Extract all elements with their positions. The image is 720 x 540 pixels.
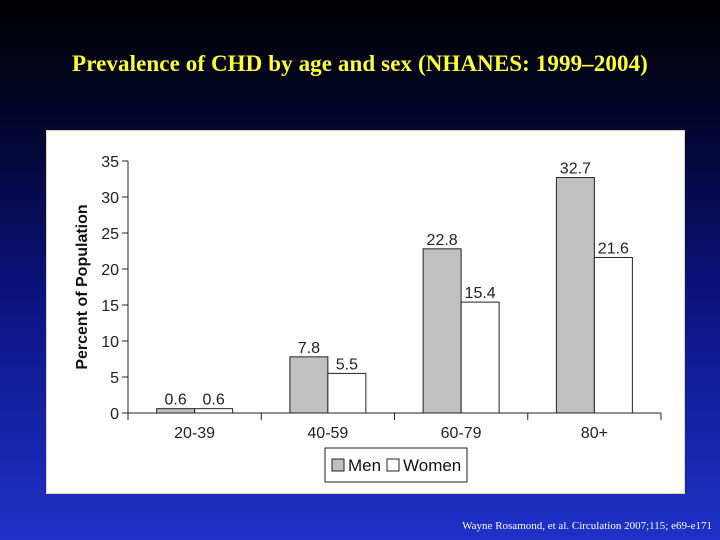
bar-men-20-39 [156,408,196,414]
x-tick-label: 40-59 [307,425,348,442]
legend-label-women: Women [403,456,461,475]
x-axis: 20-39 40-59 60-79 80+ [127,412,662,442]
y-tick-label: 20 [101,262,119,279]
bar-men-80+ [555,177,595,414]
y-tick-label: 10 [101,334,119,351]
y-tick-label: 30 [101,190,119,207]
data-label-men-60-79: 22.8 [427,232,458,249]
bars [156,177,633,414]
bar-women-40-59 [327,372,367,414]
x-tick-label: 60-79 [441,425,482,442]
data-label-men-20-39: 0.6 [165,392,187,409]
y-axis-title: Percent of Population [74,204,91,369]
citation: Wayne Rosamond, et al. Circulation 2007;… [462,520,712,532]
y-tick-label: 5 [110,370,119,387]
data-label-men-80+: 32.7 [560,161,591,178]
bar-men-60-79 [422,248,462,414]
legend-swatch-women [386,458,400,472]
data-label-women-20-39: 0.6 [203,392,225,409]
y-axis: 0 5 10 15 20 25 30 35 [101,154,129,423]
legend-swatch-men [331,458,345,472]
y-tick-label: 0 [110,406,119,423]
y-tick-label: 35 [101,154,119,171]
data-label-women-40-59: 5.5 [336,356,358,373]
bar-men-40-59 [289,356,329,414]
y-tick-label: 15 [101,298,119,315]
x-tick-label: 20-39 [174,425,215,442]
legend: Men Women [324,447,468,483]
data-label-men-40-59: 7.8 [298,340,320,357]
bar-women-60-79 [460,301,500,414]
data-labels: 0.6 0.6 7.8 5.5 22.8 15.4 32.7 21.6 [165,161,630,409]
slide-title: Prevalence of CHD by age and sex (NHANES… [72,51,648,76]
chart-panel: 0 5 10 15 20 25 30 35 20-39 40-59 60-79 80+ 0.6 0.6… [46,130,685,494]
bar-women-20-39 [194,408,234,414]
legend-label-men: Men [348,456,381,475]
x-tick-label: 80+ [581,425,608,442]
y-tick-label: 25 [101,226,119,243]
data-label-women-60-79: 15.4 [465,285,496,302]
data-label-women-80+: 21.6 [598,240,629,257]
bar-women-80+ [593,256,633,414]
